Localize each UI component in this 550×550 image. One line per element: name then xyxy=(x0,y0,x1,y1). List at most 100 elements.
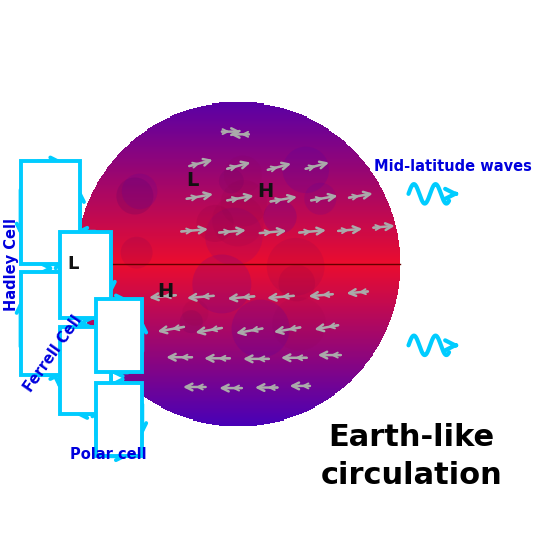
Bar xyxy=(88,325,388,326)
Bar xyxy=(76,249,400,250)
Bar xyxy=(78,288,399,289)
Bar xyxy=(148,128,328,129)
Bar xyxy=(153,402,323,403)
Bar xyxy=(77,283,399,284)
Bar xyxy=(78,238,398,239)
Bar xyxy=(76,274,400,276)
Bar xyxy=(161,406,315,408)
Bar xyxy=(76,273,400,274)
Bar xyxy=(147,398,329,399)
Bar xyxy=(118,155,358,156)
Bar xyxy=(76,280,399,281)
Bar xyxy=(135,138,341,139)
Bar xyxy=(80,225,395,226)
Circle shape xyxy=(267,238,324,295)
Circle shape xyxy=(283,147,329,193)
Bar xyxy=(76,252,400,253)
Bar xyxy=(150,127,326,128)
Bar xyxy=(96,343,380,344)
Bar xyxy=(145,397,331,398)
Bar xyxy=(86,207,390,208)
Bar xyxy=(201,106,276,107)
Bar xyxy=(186,110,290,111)
Bar xyxy=(113,160,363,161)
Bar xyxy=(103,355,372,356)
Bar xyxy=(81,224,395,225)
Bar xyxy=(94,337,383,338)
Bar xyxy=(78,291,398,292)
Bar xyxy=(105,357,371,358)
Bar xyxy=(121,376,355,377)
Bar xyxy=(76,254,400,255)
Bar xyxy=(112,365,365,366)
Bar xyxy=(94,190,383,191)
Bar xyxy=(107,359,370,360)
Bar xyxy=(104,172,372,173)
Bar xyxy=(142,133,334,134)
Bar xyxy=(116,371,360,372)
Bar xyxy=(78,241,399,242)
Bar xyxy=(192,420,283,421)
Bar xyxy=(87,204,389,205)
Bar xyxy=(96,186,381,187)
Bar xyxy=(89,201,388,202)
Bar xyxy=(92,335,384,336)
Bar xyxy=(78,239,398,240)
Circle shape xyxy=(232,300,290,358)
Bar xyxy=(90,196,386,197)
Bar xyxy=(103,173,372,174)
Bar xyxy=(80,227,396,228)
Bar xyxy=(186,417,290,419)
Bar xyxy=(80,299,397,300)
Bar xyxy=(92,334,384,335)
Bar xyxy=(76,260,400,261)
Bar xyxy=(144,395,333,397)
Bar xyxy=(180,415,296,416)
Bar xyxy=(92,193,384,194)
Bar xyxy=(77,244,399,245)
Bar xyxy=(83,215,393,216)
Bar xyxy=(79,233,398,234)
Bar xyxy=(138,391,338,392)
Bar xyxy=(78,292,398,293)
Circle shape xyxy=(192,255,251,313)
Bar xyxy=(115,370,361,371)
Bar xyxy=(84,314,393,315)
Bar xyxy=(76,266,400,267)
Bar xyxy=(120,375,356,376)
Bar xyxy=(76,265,400,266)
Bar xyxy=(113,367,363,369)
Bar xyxy=(101,177,375,178)
Bar xyxy=(152,401,324,402)
Bar xyxy=(112,366,364,367)
Bar xyxy=(83,312,393,314)
Bar xyxy=(85,211,392,212)
Bar xyxy=(91,195,386,196)
Bar xyxy=(112,161,364,162)
Bar xyxy=(163,120,313,121)
Bar xyxy=(84,212,392,213)
Bar xyxy=(77,284,399,285)
Bar xyxy=(93,191,383,192)
Bar xyxy=(108,361,368,362)
Bar xyxy=(76,270,400,271)
Bar xyxy=(77,243,399,244)
Bar xyxy=(112,162,365,163)
Bar xyxy=(144,131,333,133)
Bar xyxy=(206,104,271,106)
Bar xyxy=(134,139,342,140)
Bar xyxy=(79,294,398,295)
Bar xyxy=(86,320,390,321)
Bar xyxy=(114,368,362,370)
Bar xyxy=(126,382,350,383)
Bar xyxy=(107,360,368,361)
Bar xyxy=(177,113,299,114)
Bar xyxy=(85,319,390,320)
Bar xyxy=(101,351,375,353)
Bar xyxy=(79,296,397,297)
Bar xyxy=(77,245,399,246)
Bar xyxy=(76,256,400,257)
Bar xyxy=(109,165,367,166)
Bar xyxy=(87,324,389,325)
Circle shape xyxy=(224,156,262,194)
